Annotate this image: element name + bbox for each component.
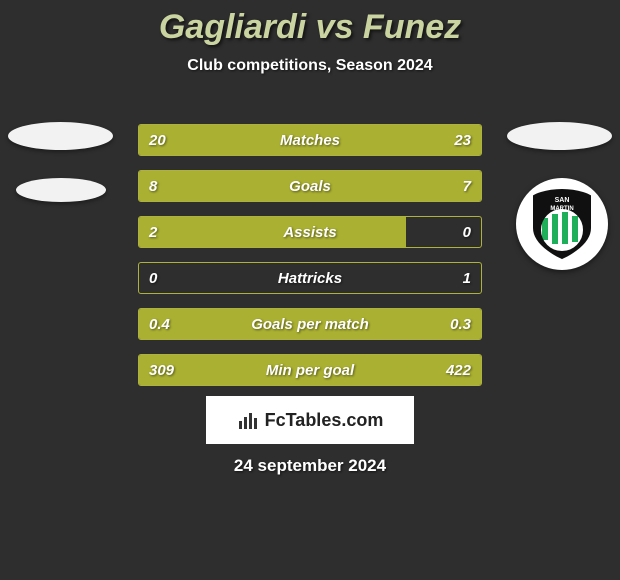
stat-value-right: 23 — [454, 125, 471, 155]
stat-label: Goals per match — [139, 309, 481, 339]
page-title: Gagliardi vs Funez — [0, 0, 620, 47]
stat-value-right: 7 — [463, 171, 471, 201]
avatar-oval-icon — [8, 122, 113, 150]
stat-value-left: 8 — [149, 171, 157, 201]
avatar-oval-icon — [507, 122, 612, 150]
stat-label: Min per goal — [139, 355, 481, 385]
stat-value-right: 422 — [446, 355, 471, 385]
stat-row: Hattricks0 1 — [138, 262, 482, 294]
comparison-bars: Matches2023Goals87Assists20Hattricks01Go… — [138, 124, 482, 400]
stat-value-right: 1 — [463, 263, 471, 293]
stat-value-left: 20 — [149, 125, 166, 155]
stat-row: Goals8 7 — [138, 170, 482, 202]
stat-value-right: 0.3 — [450, 309, 471, 339]
stat-row: Assists2 0 — [138, 216, 482, 248]
stat-label: Goals — [139, 171, 481, 201]
stat-label: Matches — [139, 125, 481, 155]
footer-brand-text: FcTables.com — [265, 410, 384, 431]
logo-text-bottom: MARTIN — [550, 206, 573, 212]
stat-row: Goals per match0.4 0.3 — [138, 308, 482, 340]
subtitle: Club competitions, Season 2024 — [0, 57, 620, 75]
page: Gagliardi vs Funez Club competitions, Se… — [0, 0, 620, 580]
stat-value-left: 0 — [149, 263, 157, 293]
footer-brand: FcTables.com — [206, 396, 414, 444]
logo-text-top: SAN — [555, 197, 570, 204]
footer-date: 24 september 2024 — [0, 456, 620, 476]
stat-value-left: 0.4 — [149, 309, 170, 339]
stat-label: Hattricks — [139, 263, 481, 293]
left-player-avatar — [8, 102, 113, 207]
avatar-oval-icon — [16, 178, 106, 202]
stat-label: Assists — [139, 217, 481, 247]
shield-icon: SAN MARTIN — [530, 188, 594, 260]
stat-value-left: 2 — [149, 217, 157, 247]
right-club-logo: SAN MARTIN — [516, 178, 608, 270]
bars-icon — [237, 409, 259, 431]
stat-value-left: 309 — [149, 355, 174, 385]
stat-row: Matches20 23 — [138, 124, 482, 156]
stat-value-right: 0 — [463, 217, 471, 247]
stat-row: Min per goal309 422 — [138, 354, 482, 386]
